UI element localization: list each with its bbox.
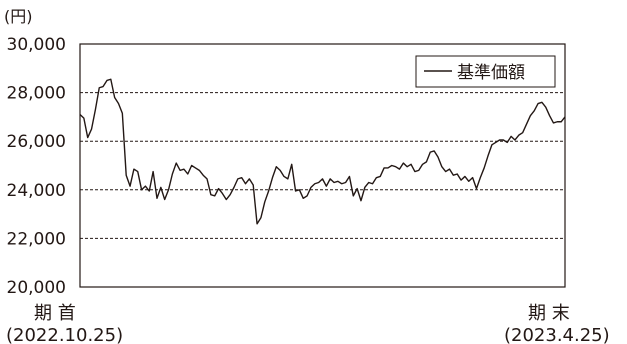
x-start-date: (2022.10.25) <box>6 325 123 344</box>
y-tick-label: 22,000 <box>7 229 66 249</box>
legend-label: 基準価額 <box>457 63 525 83</box>
x-start-label: 期 首 <box>34 303 76 324</box>
y-tick-label: 26,000 <box>7 132 66 152</box>
y-tick-label: 28,000 <box>7 84 66 104</box>
x-end-label: 期 末 <box>528 303 570 324</box>
plot-frame <box>79 43 566 288</box>
x-end-date: (2023.4.25) <box>504 325 610 344</box>
legend: 基準価額 <box>415 55 556 88</box>
y-unit-label: (円) <box>4 7 33 26</box>
gridlines <box>80 92 565 239</box>
y-axis-tick-labels: 30,000 28,000 26,000 24,000 22,000 20,000 <box>7 35 66 298</box>
series-line-nav <box>79 78 566 225</box>
y-tick-label: 24,000 <box>7 181 66 201</box>
y-tick-label: 20,000 <box>7 278 66 298</box>
y-tick-label: 30,000 <box>7 35 66 55</box>
